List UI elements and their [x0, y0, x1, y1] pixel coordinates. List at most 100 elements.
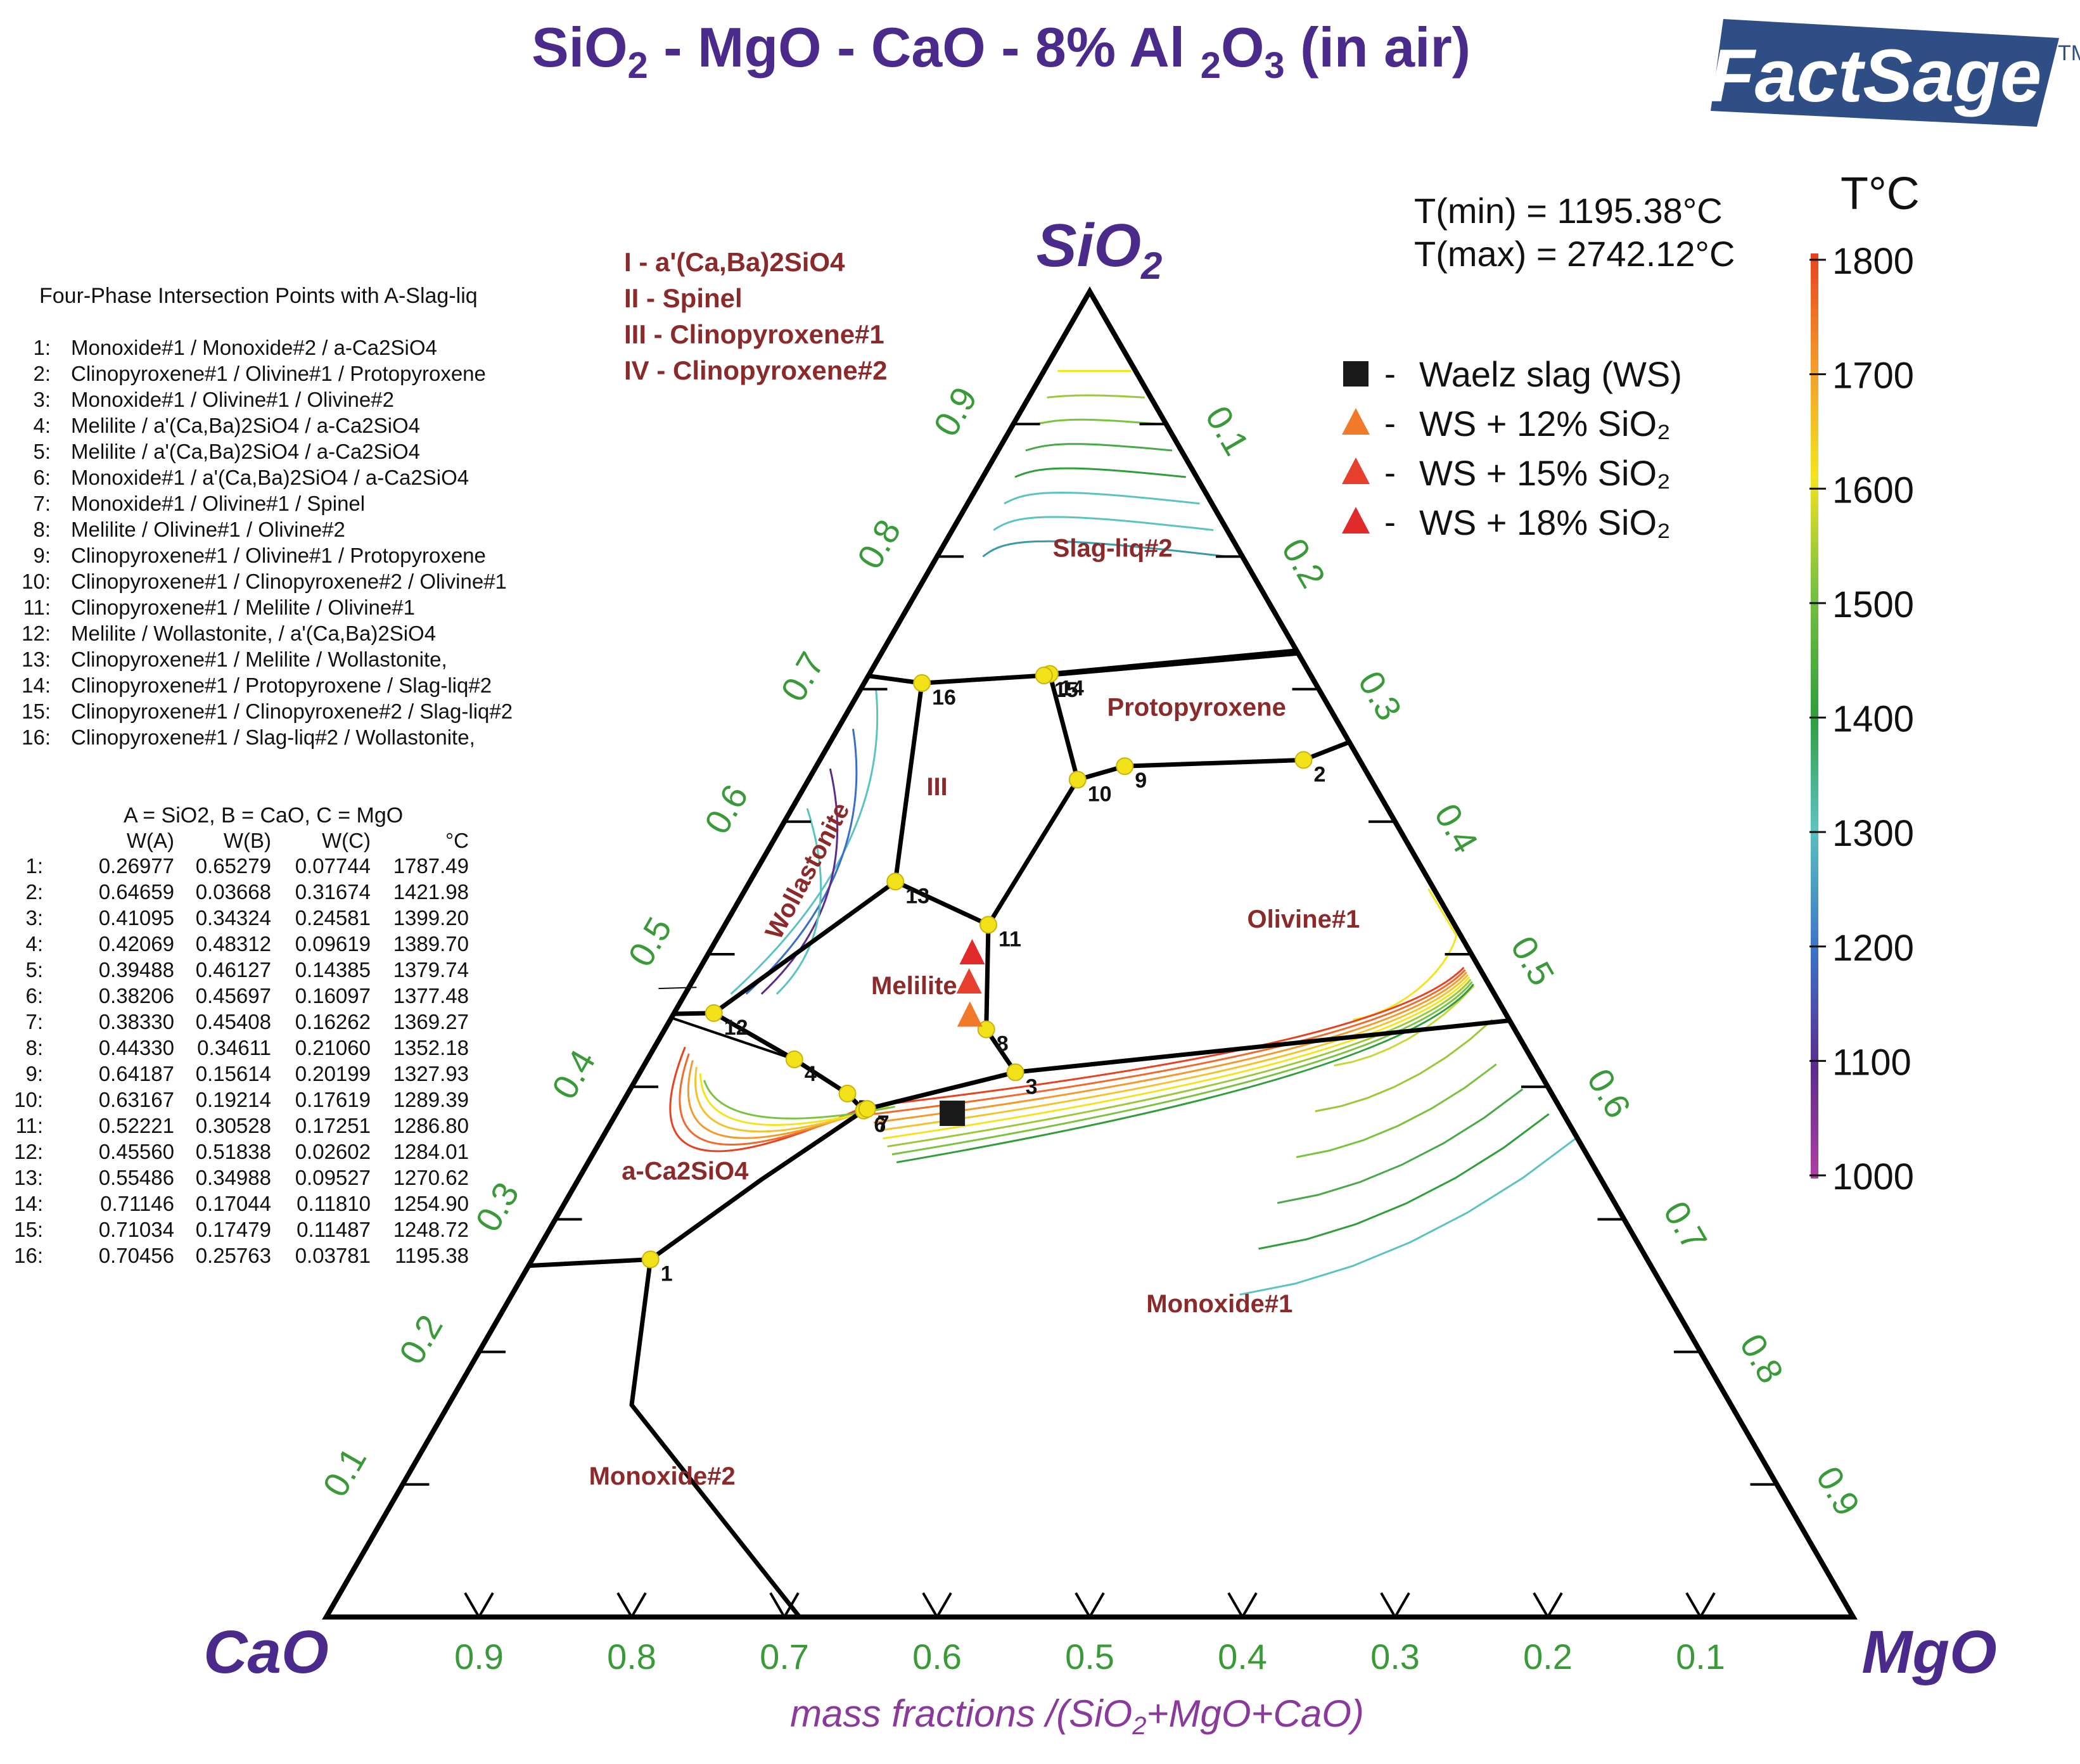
table-cell: 0.17251 — [295, 1114, 371, 1137]
table-cell-index: 3: — [25, 906, 43, 930]
four-phase-item: Clinopyroxene#1 / Clinopyroxene#2 / Slag… — [71, 700, 513, 723]
table-cell: 0.71034 — [99, 1218, 174, 1241]
colorbar-gradient — [1811, 253, 1818, 1179]
legend-label: WS + 15% SiO₂ — [1419, 453, 1671, 493]
axis-tick-label: 0.1 — [1676, 1637, 1725, 1677]
table-cell: 0.11810 — [297, 1192, 371, 1215]
chart-title: SiO2 - MgO - CaO - 8% Al 2O3 (in air) — [532, 16, 1471, 86]
four-phase-index: 8: — [33, 518, 51, 541]
isotherm-line — [993, 516, 1214, 532]
phase-boundary-line — [1043, 648, 1297, 678]
axis-tick — [1685, 1592, 1702, 1618]
colorbar: T°C 1800 1700 1600 1500 1400 1300 1200 1100 1000 — [1809, 169, 1920, 1198]
table-cell-index: 8: — [25, 1036, 43, 1059]
table-cell-index: 4: — [25, 932, 43, 955]
table-cell: 0.38330 — [99, 1010, 174, 1033]
vertex-label-cao: CaO — [203, 1618, 328, 1686]
axis-tick — [769, 1592, 786, 1618]
axis-tick-label: 0.6 — [912, 1637, 962, 1677]
axis-tick-label: 0.3 — [1370, 1637, 1420, 1677]
invariant-point-label: 11 — [999, 928, 1021, 952]
table-cell: 0.70456 — [99, 1244, 174, 1267]
axis-tick — [922, 1592, 938, 1618]
colorbar-tick-label: 1600 — [1832, 470, 1914, 511]
isotherm-line — [699, 1073, 890, 1126]
table-cell: 0.26977 — [99, 854, 174, 878]
table-row: 3: 0.41095 0.34324 0.24581 1399.20 — [25, 906, 469, 930]
table-cell: 0.02602 — [295, 1140, 371, 1163]
region-label: Olivine#1 — [1247, 905, 1360, 933]
axis-tick — [783, 1592, 800, 1618]
isotherm-line — [1036, 418, 1159, 425]
four-phase-item: Clinopyroxene#1 / Melilite / Wollastonit… — [71, 648, 447, 671]
table-cell: 0.17044 — [196, 1192, 271, 1215]
table-cell: 0.41095 — [99, 906, 174, 930]
isotherm-line — [878, 974, 1469, 1132]
legend-triangle-icon — [1342, 507, 1370, 534]
table-row: 1: 0.26977 0.65279 0.07744 1787.49 — [25, 854, 469, 878]
table-cell: 0.25763 — [196, 1244, 271, 1267]
axis-tick-label: 0.6 — [1579, 1062, 1638, 1125]
table-cell: 0.07744 — [295, 854, 371, 878]
axis-tick-label: 0.4 — [1218, 1637, 1267, 1677]
table-cell: 0.45560 — [99, 1140, 174, 1163]
four-phase-index: 14: — [22, 674, 51, 697]
invariant-point-label: 3 — [1026, 1075, 1038, 1099]
phase-boundary-line — [986, 673, 1080, 926]
phase-boundary-line — [673, 1011, 1510, 1113]
four-phase-index: 16: — [22, 725, 51, 749]
legend-dash: - — [1384, 503, 1396, 541]
table-cell: 0.03668 — [196, 880, 271, 904]
table-header: W(C) — [322, 829, 371, 852]
phase-boundary-line — [629, 1259, 801, 1619]
four-phase-index: 15: — [22, 700, 51, 723]
table-cell: 0.21060 — [295, 1036, 371, 1059]
table-cell: 0.20199 — [295, 1062, 371, 1085]
four-phase-item: Clinopyroxene#1 / Melilite / Olivine#1 — [71, 596, 415, 619]
axis-tick-label: 0.9 — [1809, 1460, 1868, 1523]
invariant-point — [977, 1020, 995, 1039]
table-cell: 0.51838 — [196, 1140, 271, 1163]
axis-tick-label: 0.9 — [926, 380, 985, 443]
table-cell: 0.39488 — [99, 958, 174, 981]
axis-tick-label: 0.4 — [544, 1043, 603, 1106]
isotherm-line — [1258, 1113, 1550, 1250]
four-phase-item: Clinopyroxene#1 / Olivine#1 / Protopyrox… — [71, 362, 486, 385]
table-row: 5: 0.39488 0.46127 0.14385 1379.74 — [25, 958, 469, 981]
axis-tick — [1394, 1592, 1410, 1618]
invariant-point-label: 8 — [997, 1032, 1009, 1056]
region-label: Monoxide#2 — [589, 1462, 736, 1490]
legend-label: WS + 18% SiO₂ — [1419, 502, 1671, 542]
isotherm-line — [1004, 491, 1200, 505]
table-cell-index: 12: — [14, 1140, 43, 1163]
roman-legend-item: III - Clinopyroxene#1 — [624, 319, 884, 349]
invariant-point — [979, 916, 998, 934]
invariant-point — [1006, 1063, 1024, 1082]
sample-marker-ws — [940, 1101, 966, 1127]
colorbar-tick-label: 1700 — [1832, 355, 1914, 397]
axis-tick-label: 0.1 — [1198, 399, 1257, 462]
invariant-point-label: 4 — [805, 1062, 817, 1086]
axis-tick — [1380, 1592, 1396, 1618]
sample-marker-triangle — [957, 1001, 983, 1027]
four-phase-item: Clinopyroxene#1 / Protopyroxene / Slag-l… — [71, 674, 492, 697]
axis-tick-label: 0.8 — [1732, 1327, 1791, 1390]
phase-boundary-line — [1076, 740, 1350, 782]
table-cell: 0.16262 — [295, 1010, 371, 1033]
table-cell-index: 2: — [25, 880, 43, 904]
table-cell: 0.31674 — [295, 880, 371, 904]
invariant-point-label: 9 — [1135, 769, 1147, 793]
invariant-point — [913, 674, 931, 693]
invariant-point-label: 1 — [661, 1262, 673, 1286]
table-row: 14: 0.71146 0.17044 0.11810 1254.90 — [14, 1192, 469, 1215]
axis-tick-label: 0.2 — [391, 1308, 450, 1371]
isotherm-line — [887, 978, 1472, 1147]
axis-tick-label: 0.8 — [607, 1637, 656, 1677]
four-phase-item: Clinopyroxene#1 / Clinopyroxene#2 / Oliv… — [71, 570, 507, 593]
isotherm-line — [694, 1066, 883, 1133]
table-row: 12: 0.45560 0.51838 0.02602 1284.01 — [14, 1140, 469, 1163]
isotherm-lines — [669, 370, 1576, 1296]
isotherm-line — [775, 808, 822, 995]
invariant-point — [1068, 770, 1087, 789]
table-cell: 0.48312 — [196, 932, 271, 955]
